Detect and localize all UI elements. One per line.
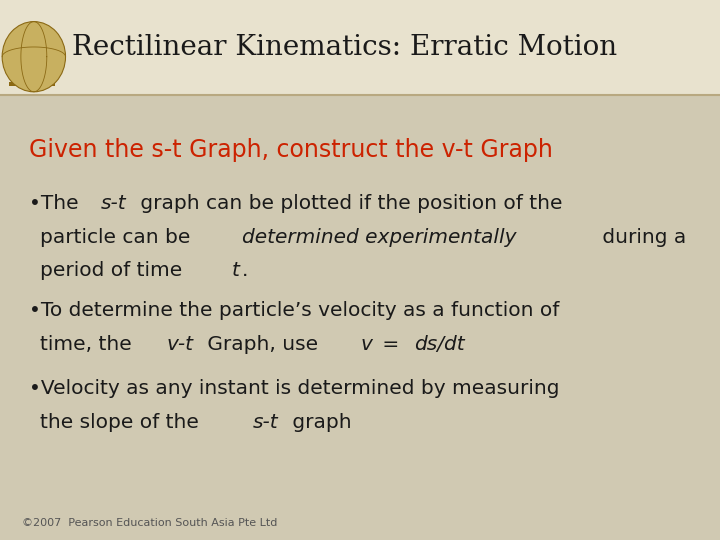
Text: t: t [231, 261, 239, 280]
Text: graph can be plotted if the position of the: graph can be plotted if the position of … [134, 194, 562, 213]
Text: .: . [241, 261, 248, 280]
Text: Graph, use: Graph, use [201, 335, 325, 354]
Text: Rectilinear Kinematics: Erratic Motion: Rectilinear Kinematics: Erratic Motion [72, 33, 617, 60]
Text: determined experimentally: determined experimentally [242, 228, 516, 247]
Text: particle can be: particle can be [40, 228, 197, 247]
Text: the slope of the: the slope of the [40, 413, 205, 431]
Text: s-t: s-t [101, 194, 127, 213]
Text: •To determine the particle’s velocity as a function of: •To determine the particle’s velocity as… [29, 301, 559, 320]
FancyBboxPatch shape [0, 0, 720, 94]
Text: ds/dt: ds/dt [414, 335, 464, 354]
Text: v: v [361, 335, 372, 354]
Text: Given the s-t Graph, construct the v-t Graph: Given the s-t Graph, construct the v-t G… [29, 138, 553, 161]
Text: •Velocity as any instant is determined by measuring: •Velocity as any instant is determined b… [29, 379, 559, 398]
Text: v-t: v-t [166, 335, 193, 354]
Text: ©2007  Pearson Education South Asia Pte Ltd: ©2007 Pearson Education South Asia Pte L… [22, 518, 277, 528]
Ellipse shape [2, 22, 66, 92]
FancyBboxPatch shape [9, 82, 55, 86]
Text: time, the: time, the [40, 335, 138, 354]
Text: =: = [376, 335, 405, 354]
Text: during a: during a [596, 228, 686, 247]
Text: period of time: period of time [40, 261, 188, 280]
Text: s-t: s-t [253, 413, 279, 431]
Text: •The: •The [29, 194, 85, 213]
Text: graph: graph [286, 413, 351, 431]
